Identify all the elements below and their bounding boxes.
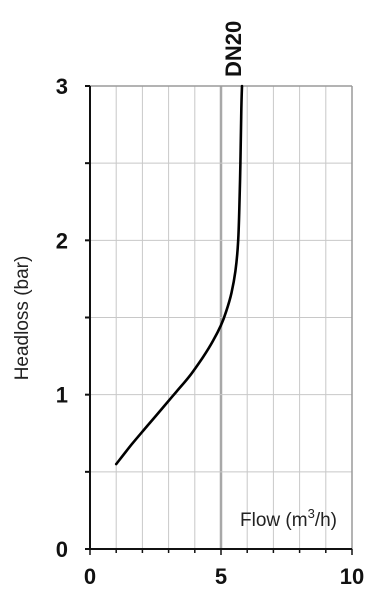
ticks: 0 1 2 3 0 5 10 bbox=[56, 74, 364, 589]
x-tick-label: 5 bbox=[215, 564, 227, 589]
x-axis-label-tail: /h) bbox=[315, 510, 337, 531]
y-tick-label: 1 bbox=[56, 383, 68, 408]
series-label-dn20: DN20 bbox=[221, 21, 246, 77]
y-tick-label: 2 bbox=[56, 228, 68, 253]
grid bbox=[90, 86, 352, 549]
series bbox=[114, 84, 244, 466]
plot-frame bbox=[90, 85, 353, 549]
y-axis-label: Headloss (bar) bbox=[12, 256, 33, 381]
x-axis-label-superscript: 3 bbox=[308, 506, 315, 521]
x-tick-label: 10 bbox=[340, 564, 364, 589]
x-tick-label: 0 bbox=[84, 564, 96, 589]
labels: Headloss (bar) Flow (m3/h) DN20 bbox=[12, 21, 337, 531]
x-axis-label: Flow (m3/h) bbox=[240, 506, 337, 531]
y-tick-label: 3 bbox=[56, 74, 68, 99]
y-tick-label: 0 bbox=[56, 537, 68, 562]
x-axis-label-main: Flow (m bbox=[240, 510, 308, 531]
series-line-dn20 bbox=[114, 84, 244, 466]
